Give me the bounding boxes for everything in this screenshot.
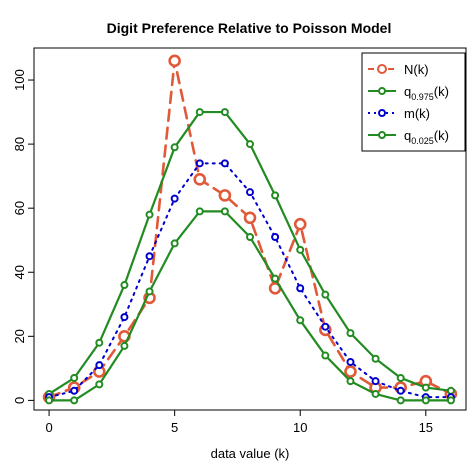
legend-label-tail: (k) (434, 84, 449, 99)
data-point (193, 173, 207, 186)
legend-item: q0.975(k) (368, 84, 449, 102)
legend-label: q0.025(k) (404, 128, 449, 146)
data-point (344, 365, 357, 378)
data-point (346, 329, 355, 338)
y-tick-label: 20 (12, 329, 27, 343)
data-point (396, 396, 405, 405)
data-point (371, 377, 380, 386)
legend-label: m(k) (404, 106, 430, 121)
data-point (321, 290, 330, 299)
data-point (421, 383, 430, 392)
data-point (145, 287, 154, 296)
legend-label: N(k) (404, 62, 429, 77)
data-point (246, 188, 254, 197)
data-point (218, 189, 232, 202)
chart-title: Digit Preference Relative to Poisson Mod… (107, 20, 392, 36)
data-point (95, 361, 104, 370)
data-point (246, 233, 254, 242)
x-tick-label: 10 (293, 420, 307, 435)
data-point (45, 396, 54, 405)
y-tick-label: 0 (12, 397, 27, 404)
data-point (195, 108, 204, 117)
x-tick-label: 5 (171, 420, 178, 435)
data-point (296, 316, 305, 325)
data-point (321, 322, 330, 331)
data-point (243, 211, 257, 225)
legend: N(k)q0.975(k)m(k)q0.025(k) (361, 52, 466, 152)
legend-item: m(k) (368, 106, 430, 121)
data-point (170, 143, 179, 152)
data-point (371, 389, 380, 398)
data-point (95, 338, 104, 347)
data-point (120, 341, 129, 350)
data-point (246, 140, 254, 149)
legend-label-tail: (k) (434, 128, 449, 143)
series-3 (45, 207, 455, 405)
series-1 (45, 108, 455, 398)
x-axis: 0 5 10 15 (45, 410, 433, 435)
data-point (70, 373, 79, 382)
data-point (296, 245, 305, 254)
data-point (170, 194, 179, 203)
data-point (371, 354, 380, 363)
y-tick-label: 60 (12, 201, 27, 215)
legend-label-base: m(k) (404, 106, 430, 121)
y-axis: 0 20 40 60 80 100 (12, 69, 34, 404)
data-point (346, 377, 355, 386)
data-point (271, 274, 280, 283)
data-point (120, 313, 129, 322)
legend-item: N(k) (368, 62, 429, 77)
data-point (145, 210, 154, 219)
legend-label: q0.975(k) (404, 84, 449, 102)
x-tick-label: 0 (45, 420, 52, 435)
series-layer (42, 54, 458, 405)
series-2 (45, 159, 455, 402)
data-point (396, 386, 405, 395)
data-point (70, 386, 79, 395)
data-point (346, 357, 355, 366)
legend-item: q0.025(k) (368, 128, 449, 146)
series-line (48, 162, 452, 399)
legend-marker (377, 64, 387, 74)
data-point (293, 217, 307, 231)
data-point (296, 284, 305, 293)
data-point (145, 252, 154, 261)
data-point (95, 380, 104, 389)
data-point (120, 281, 129, 290)
x-axis-title: data value (k) (211, 446, 290, 461)
data-point (396, 373, 405, 382)
legend-label-base: N(k) (404, 62, 429, 77)
legend-label-sub: 0.025 (411, 136, 434, 146)
legend-label-base: q (404, 84, 411, 99)
data-point (421, 396, 430, 405)
data-point (446, 386, 455, 395)
y-tick-label: 40 (12, 265, 27, 279)
legend-marker (378, 87, 386, 95)
legend-label-base: q (404, 128, 411, 143)
legend-label-sub: 0.975 (411, 92, 434, 102)
legend-marker (378, 109, 386, 117)
data-point (220, 159, 229, 168)
data-point (170, 239, 179, 248)
y-tick-label: 80 (12, 137, 27, 151)
data-point (271, 191, 280, 200)
legend-marker (378, 131, 386, 139)
series-line (47, 110, 453, 396)
x-tick-label: 15 (419, 420, 433, 435)
data-point (220, 207, 229, 216)
data-point (168, 54, 181, 68)
data-point (321, 351, 330, 360)
data-point (195, 207, 204, 216)
y-tick-label: 100 (12, 69, 27, 91)
plot-frame (33, 47, 467, 411)
data-point (70, 396, 79, 405)
data-point (220, 108, 229, 117)
data-point (195, 159, 204, 168)
data-point (446, 396, 455, 405)
data-point (271, 233, 280, 242)
